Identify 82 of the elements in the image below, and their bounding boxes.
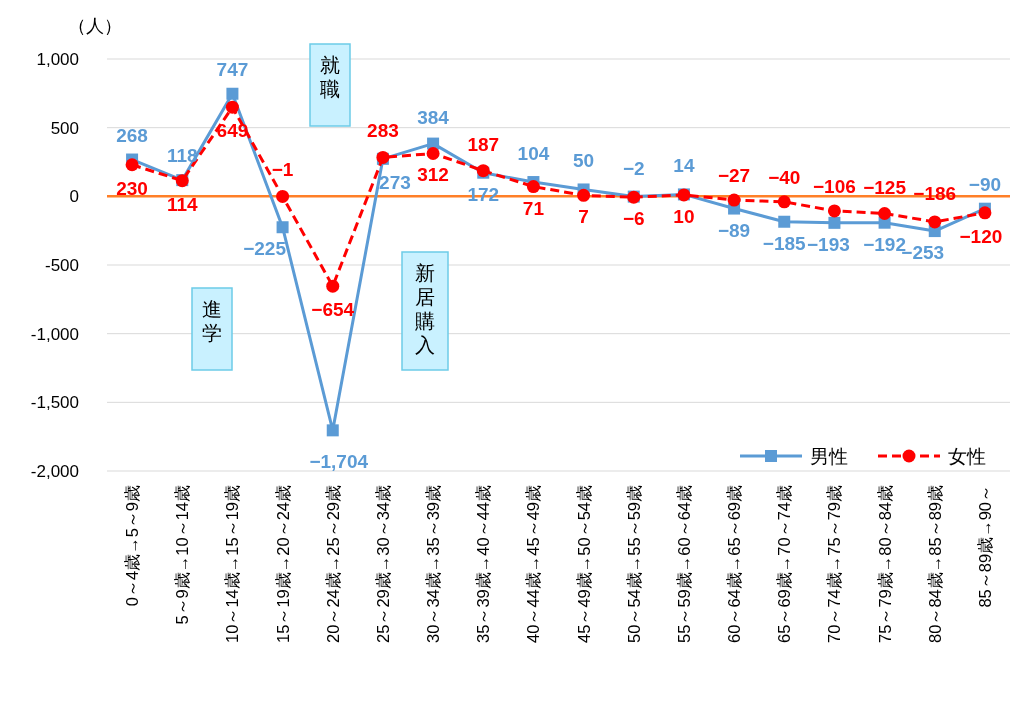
x-tick-label: 65～69歳→70～74歳	[775, 485, 794, 643]
y-tick-label: 500	[50, 118, 79, 138]
data-label: 104	[517, 143, 550, 165]
x-tick-label: 75～79歳→80～84歳	[875, 485, 894, 643]
data-label: 114	[166, 193, 199, 215]
data-label: 71	[522, 197, 545, 219]
annotation: 進学	[191, 287, 233, 371]
annotation: 新居購入	[401, 251, 449, 371]
point	[828, 216, 841, 229]
data-label: −2	[622, 157, 645, 179]
x-tick-label: 15～19歳→20～24歳	[273, 485, 292, 643]
data-label: 384	[417, 106, 450, 128]
x-tick-label: 60～64歳→65～69歳	[725, 485, 744, 643]
point	[777, 195, 791, 209]
legend-label: 女性	[948, 446, 986, 467]
point	[827, 204, 841, 218]
point	[276, 189, 290, 203]
data-label: −125	[863, 176, 907, 198]
x-tick-label: 45～49歳→50～54歳	[574, 485, 593, 643]
x-tick-label: 85～89歳→90～	[975, 485, 994, 608]
x-tick-label: 50～54歳→55～59歳	[624, 485, 643, 643]
point	[577, 188, 591, 202]
y-tick-label: 0	[69, 187, 79, 207]
data-label: 268	[116, 124, 148, 146]
x-tick-label: 20～24歳→25～29歳	[323, 485, 342, 643]
data-label: 7	[578, 206, 589, 228]
x-tick-label: 25～29歳→30～34歳	[373, 485, 392, 643]
x-tick-label: 55～59歳→60～64歳	[674, 485, 693, 643]
data-label: −1,704	[309, 451, 369, 473]
point	[276, 221, 289, 234]
legend-label: 男性	[810, 446, 848, 467]
data-label: −6	[622, 208, 645, 230]
data-label: −193	[807, 233, 850, 255]
data-label: 187	[467, 133, 500, 155]
data-label: −89	[717, 219, 751, 241]
point	[727, 193, 741, 207]
x-tick-label: 0～4歳→5～9歳	[123, 485, 142, 607]
y-tick-label: -1,500	[30, 393, 79, 413]
x-tick-label: 30～34歳→35～39歳	[424, 485, 443, 643]
point	[326, 279, 340, 293]
point	[225, 100, 239, 114]
y-tick-label: -2,000	[30, 462, 79, 481]
data-label: −225	[243, 238, 287, 260]
x-tick-label: 70～74歳→75～79歳	[825, 485, 844, 643]
y-axis-title: （人）	[68, 16, 122, 36]
point	[125, 158, 139, 172]
data-label: 312	[417, 164, 449, 186]
data-label: −654	[311, 299, 355, 321]
data-label: 50	[573, 150, 595, 172]
point	[878, 207, 892, 220]
point	[978, 206, 992, 220]
point	[526, 180, 540, 194]
x-tick-label: 40～44歳→45～49歳	[524, 485, 543, 643]
data-label: 273	[379, 171, 411, 193]
data-label: −40	[768, 166, 801, 188]
data-label: −106	[813, 175, 856, 197]
data-label: 283	[367, 120, 399, 142]
annotation: 就職	[320, 54, 340, 100]
data-label: 10	[673, 205, 695, 227]
annotation: 就職	[309, 43, 351, 127]
y-tick-label: -500	[44, 256, 79, 275]
data-label: −120	[959, 225, 1003, 247]
point	[226, 87, 239, 100]
point	[928, 215, 942, 229]
point	[778, 215, 791, 228]
annotation: 新居購入	[415, 262, 435, 356]
x-tick-label: 5～9歳→10～14歳	[173, 485, 192, 625]
x-tick-label: 35～39歳→40～44歳	[474, 485, 493, 643]
x-tick-label: 10～14歳→15～19歳	[223, 485, 242, 643]
y-tick-label: 1,000	[36, 50, 79, 69]
data-label: −90	[968, 173, 1002, 195]
data-label: −185	[762, 232, 807, 254]
data-label: 747	[216, 58, 249, 80]
data-label: 14	[673, 155, 695, 177]
annotation: 進学	[202, 298, 222, 344]
data-label: 230	[116, 177, 148, 199]
y-tick-label: -1,000	[30, 324, 79, 344]
data-label: −27	[717, 165, 751, 187]
point	[426, 146, 440, 160]
x-tick-label: 80～84歳→85～89歳	[925, 485, 944, 643]
data-label: −1	[271, 159, 294, 181]
point	[326, 424, 339, 437]
